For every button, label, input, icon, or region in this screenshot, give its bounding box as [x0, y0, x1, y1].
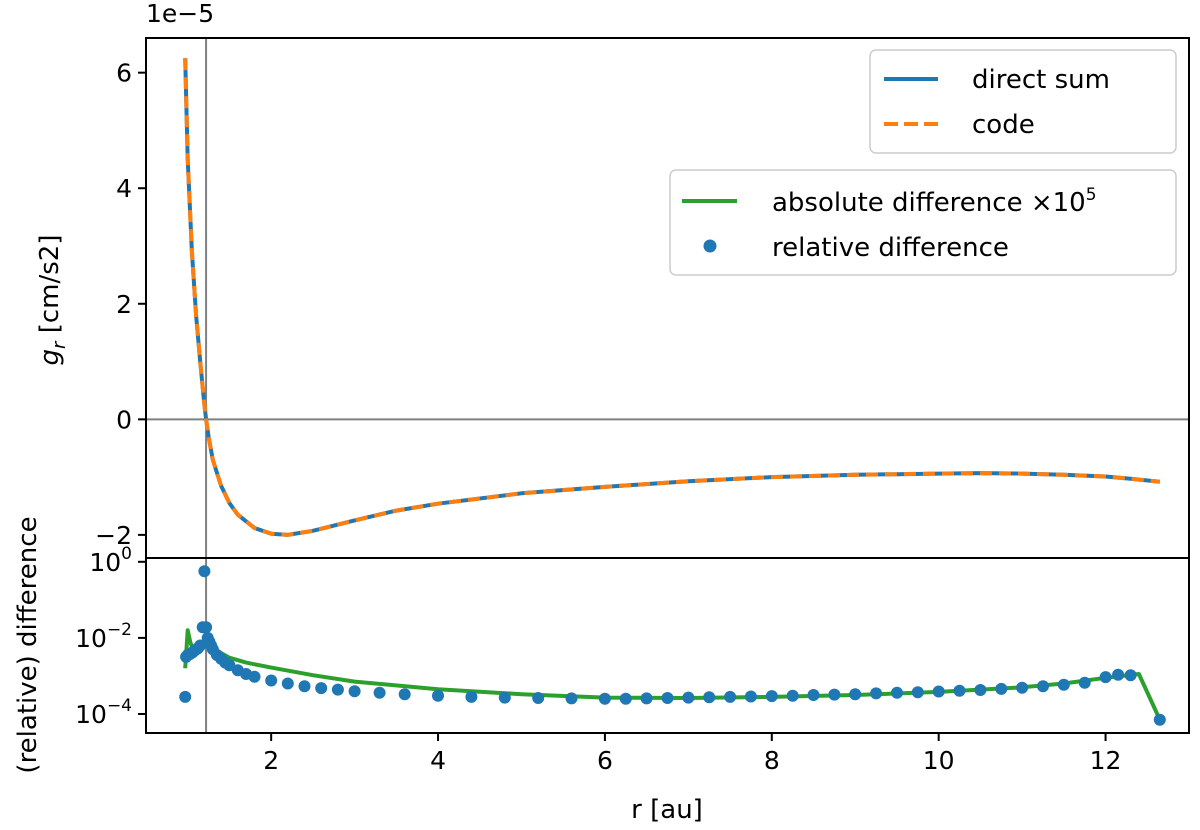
legend-difference-box — [669, 169, 1177, 276]
legend-absolute-difference-text: absolute difference ×10 — [772, 188, 1086, 218]
svg-text:gr [cm/s2]: gr [cm/s2] — [35, 235, 70, 366]
x-tick-label: 12 — [1090, 746, 1122, 775]
relative-difference-point — [724, 690, 737, 703]
relative-difference-point — [1124, 669, 1137, 682]
relative-difference-point — [765, 690, 778, 703]
relative-difference-point — [995, 682, 1008, 695]
relative-difference-point — [682, 691, 695, 704]
relative-difference-point — [974, 684, 987, 696]
legend-code-label: code — [972, 110, 1035, 140]
relative-difference-point — [432, 689, 444, 702]
legend-absolute-difference-sup: 5 — [1086, 185, 1097, 205]
relative-difference-point — [1112, 668, 1125, 681]
relative-difference-point — [661, 692, 674, 704]
relative-difference-point — [932, 685, 945, 698]
relative-difference-point — [828, 688, 841, 701]
relative-difference-point — [703, 691, 716, 704]
relative-difference-point — [911, 686, 924, 699]
relative-difference-point — [465, 690, 478, 703]
top-lines — [146, 38, 1189, 558]
x-tick-label: 2 — [263, 746, 279, 775]
relative-difference-point — [807, 689, 820, 701]
relative-difference-point — [870, 687, 883, 700]
relative-difference-point — [565, 692, 578, 705]
bottom-y-tick-label: 10−2 — [75, 620, 132, 653]
x-tick-label: 8 — [764, 746, 780, 775]
top-y-axis-label: gr [cm/s2] — [35, 235, 70, 366]
relative-difference-point — [744, 690, 757, 703]
legend-top: direct sum code — [869, 49, 1177, 154]
legend-relative-difference-label: relative difference — [772, 233, 1009, 263]
relative-difference-point — [1057, 678, 1070, 691]
relative-difference-point — [373, 686, 386, 699]
relative-difference-point — [1153, 713, 1166, 726]
top-y-tick-label: 6 — [116, 59, 132, 88]
relative-difference-point — [1078, 676, 1091, 689]
top-y-tick-label: −2 — [95, 521, 132, 550]
x-tick-label: 6 — [597, 746, 613, 775]
relative-difference-point — [179, 690, 192, 703]
relative-difference-point — [265, 674, 278, 687]
top-y-tick-label: 2 — [116, 290, 132, 319]
relative-difference-point — [786, 689, 799, 702]
bottom-y-tick-label: 10−4 — [75, 696, 132, 729]
bottom-ticks: 100 10−2 10−4 2 4 6 8 10 12 — [75, 544, 1121, 775]
bottom-panel: 100 10−2 10−4 2 4 6 8 10 12 r [au] (relative) di… — [13, 516, 1190, 825]
legend-difference: absolute difference ×105 relative differ… — [669, 169, 1177, 276]
x-axis-label: r [au] — [631, 795, 703, 825]
top-ylabel-main: g — [35, 349, 65, 366]
relative-difference-point — [532, 692, 545, 704]
legend-top-box — [869, 49, 1177, 154]
relative-difference-point — [498, 691, 511, 704]
bottom-lines — [179, 558, 1166, 733]
relative-difference-point — [198, 565, 211, 578]
bottom-plot-area — [146, 558, 1189, 733]
series-line-code — [183, 58, 1160, 537]
relative-difference-point — [598, 692, 611, 705]
relative-difference-point — [200, 621, 213, 634]
top-offset-label: 1e−5 — [146, 0, 214, 28]
relative-difference-point — [640, 692, 653, 705]
legend-absolute-difference-label: absolute difference ×105 — [772, 185, 1097, 218]
top-ylabel-sub: r — [49, 340, 70, 349]
top-y-ticks: 6 4 2 0 −2 — [95, 59, 146, 550]
legend-relative-difference-swatch — [703, 239, 717, 253]
top-y-tick-label: 4 — [116, 174, 132, 203]
relative-difference-point — [891, 686, 903, 699]
relative-difference-point — [298, 680, 311, 693]
bottom-axes-frame — [145, 557, 1190, 734]
relative-difference-point — [281, 677, 294, 690]
legend-direct-sum-label: direct sum — [972, 65, 1110, 95]
relative-difference-point — [194, 639, 207, 652]
top-ylabel-unit: [cm/s2] — [35, 235, 65, 342]
x-tick-label: 4 — [430, 746, 446, 775]
relative-difference-point — [1016, 681, 1029, 694]
relative-difference-point — [1037, 680, 1049, 693]
relative-difference-point — [331, 683, 344, 696]
relative-difference-point — [1099, 671, 1112, 684]
x-tick-label: 10 — [923, 746, 955, 775]
bottom-y-tick-label: 100 — [89, 544, 132, 577]
relative-difference-point — [348, 685, 361, 698]
relative-difference-point — [315, 682, 328, 695]
relative-difference-point — [849, 688, 862, 701]
bottom-y-axis-label: (relative) difference — [13, 516, 43, 773]
bottom-y-axis-label-group: (relative) difference — [13, 516, 43, 773]
relative-difference-point — [953, 684, 966, 697]
relative-difference-point — [619, 692, 632, 705]
relative-difference-point — [398, 688, 411, 701]
relative-difference-point — [248, 670, 261, 683]
top-y-tick-label: 0 — [116, 405, 132, 434]
